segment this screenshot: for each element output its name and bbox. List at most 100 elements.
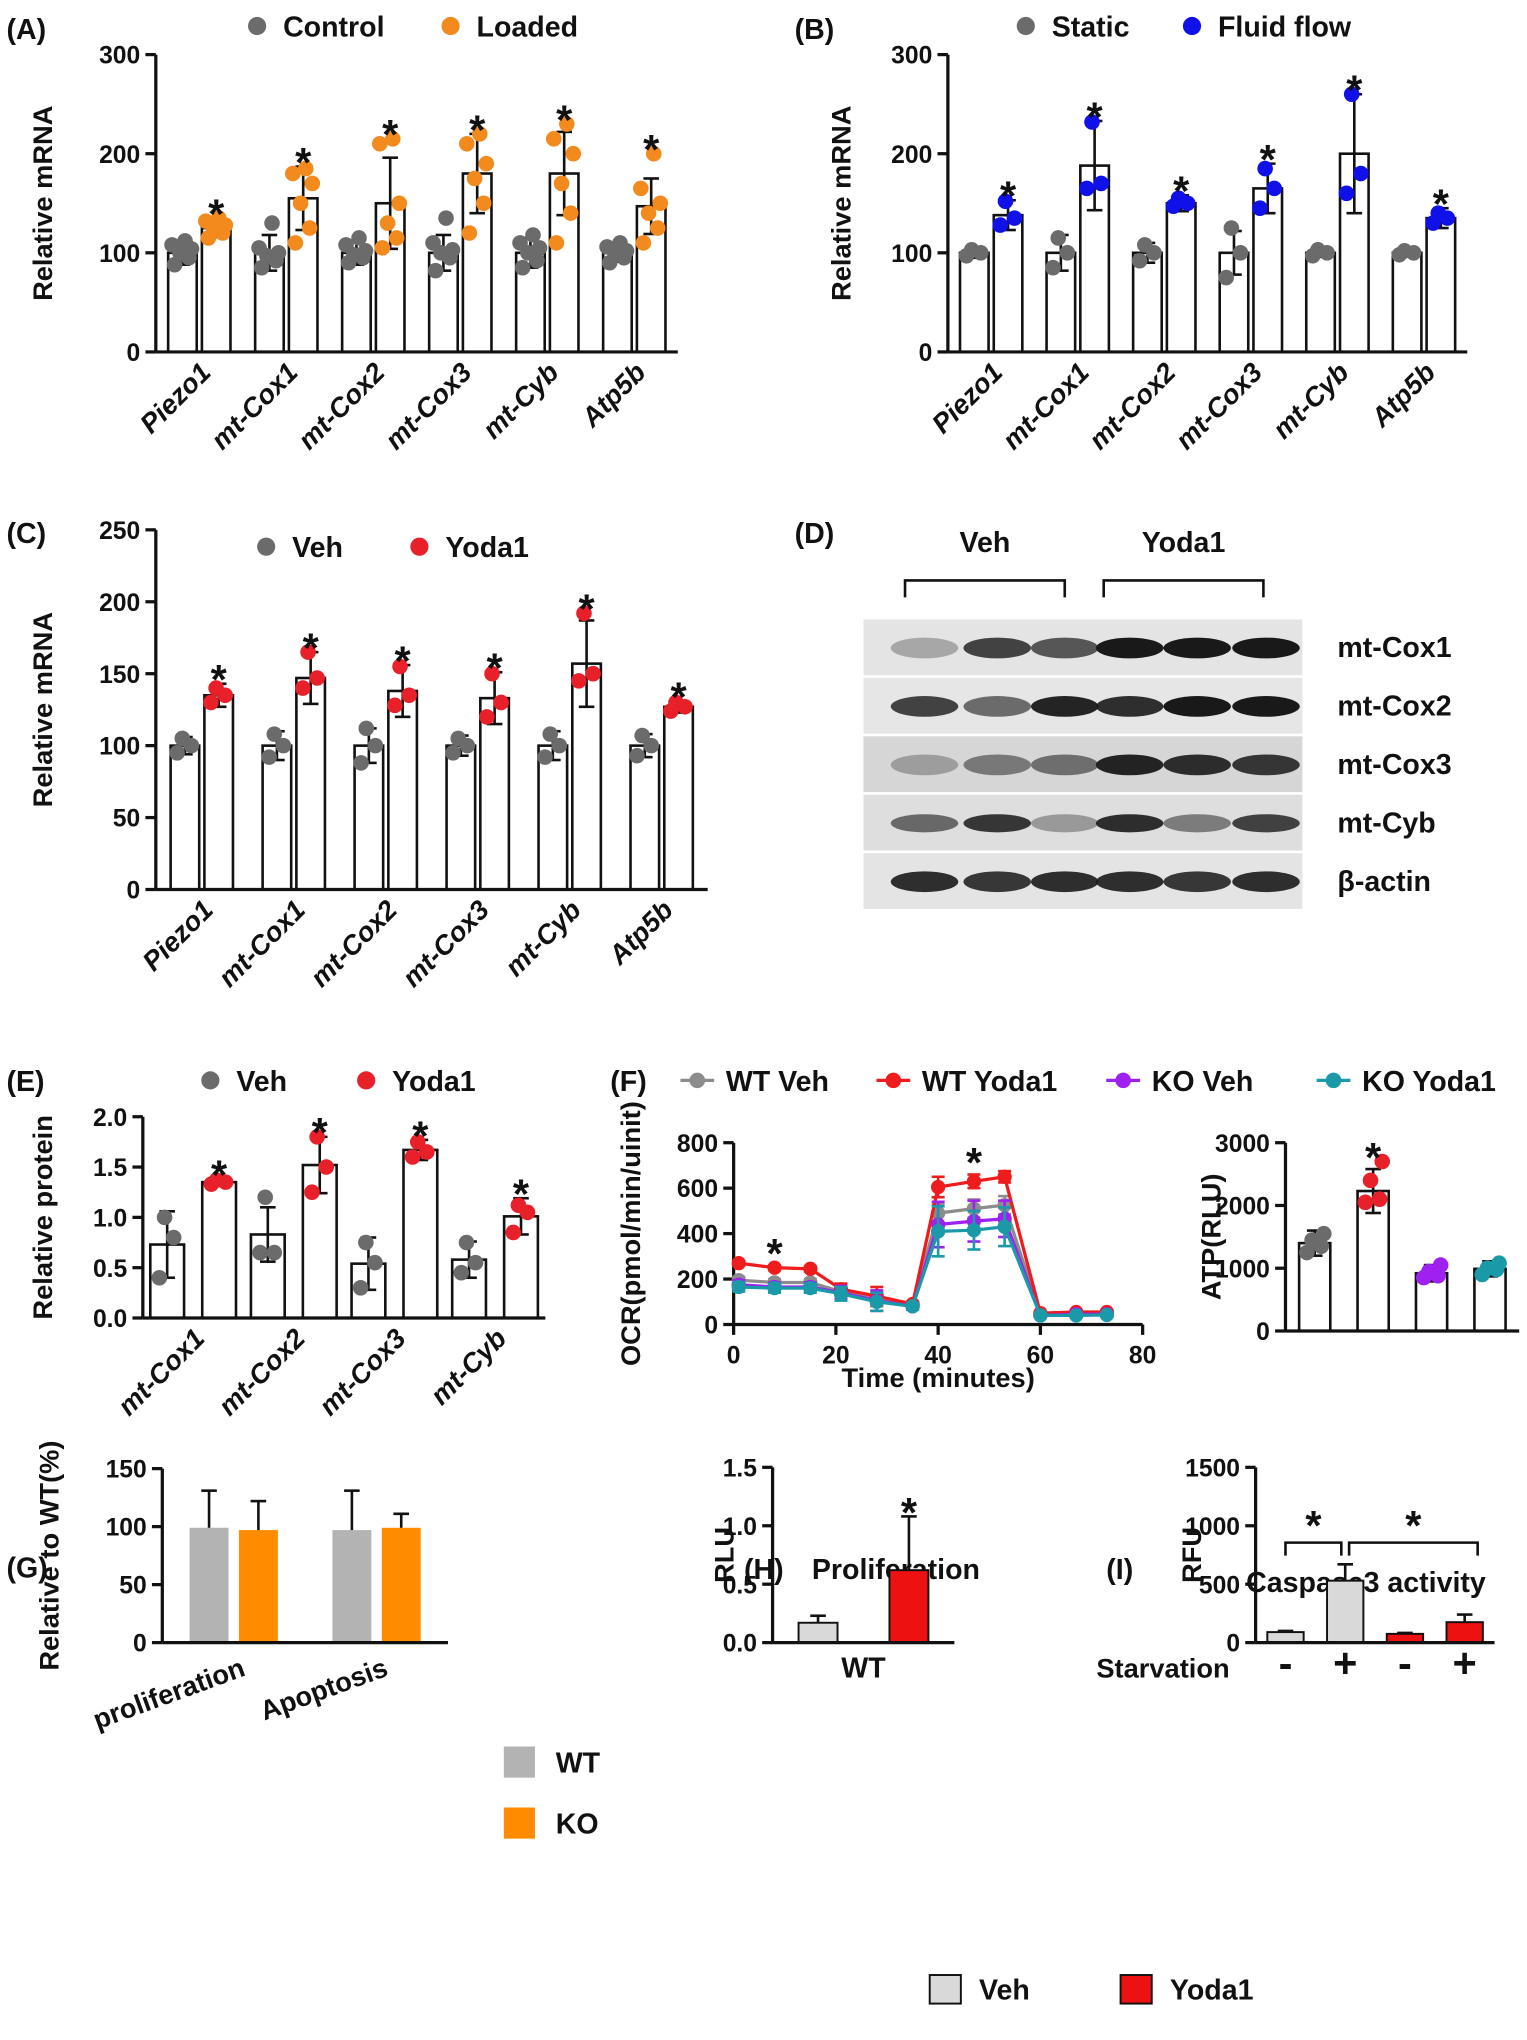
blot-band	[1095, 754, 1164, 776]
blot-band	[1232, 637, 1300, 659]
bar	[238, 1530, 278, 1643]
data-point	[585, 665, 601, 682]
y-tick-label: 50	[119, 1573, 146, 1600]
data-point	[391, 195, 408, 212]
data-point	[833, 1286, 849, 1301]
significance-star: *	[1305, 1502, 1322, 1549]
data-point	[425, 235, 441, 251]
legend-marker	[201, 1071, 220, 1090]
blot-band	[890, 754, 959, 776]
legend-label: Veh	[236, 1066, 287, 1098]
bar	[992, 213, 1024, 354]
data-point	[542, 726, 559, 742]
data-point	[266, 726, 283, 742]
data-point	[531, 240, 548, 256]
blot-band	[890, 871, 959, 893]
legend-label: WT	[556, 1747, 601, 1779]
data-point	[353, 755, 369, 771]
data-point	[275, 737, 292, 754]
chart-title: Caspase3 activity	[1246, 1567, 1486, 1599]
data-point	[156, 1209, 173, 1226]
x-tick-label: WT	[841, 1653, 886, 1685]
data-point	[304, 175, 321, 192]
blot-band	[1232, 871, 1300, 893]
blot-group-label: Veh	[959, 527, 1010, 559]
data-point	[169, 745, 185, 761]
y-tick-label: 0.5	[93, 1256, 128, 1283]
data-point	[352, 1280, 369, 1296]
legend-marker	[1119, 1974, 1153, 2005]
significance-star: *	[513, 1171, 530, 1218]
data-point	[1059, 245, 1076, 261]
bar	[629, 744, 661, 891]
data-point	[1223, 220, 1240, 236]
significance-star: *	[966, 1139, 983, 1186]
data-point	[1299, 1244, 1315, 1261]
bar	[479, 696, 511, 891]
bracket	[1347, 1541, 1479, 1556]
legend-label: Veh	[979, 1975, 1030, 2007]
data-point	[668, 694, 684, 711]
data-point	[309, 670, 325, 686]
data-point	[295, 680, 311, 696]
data-point	[548, 235, 565, 251]
data-point	[404, 1149, 421, 1165]
data-point	[1430, 205, 1447, 221]
data-point	[358, 1234, 374, 1251]
data-point	[633, 180, 649, 197]
legend-label: WT Yoda1	[922, 1066, 1057, 1098]
significance-star: *	[901, 1489, 918, 1536]
y-tick-label: 200	[677, 1267, 718, 1294]
x-tick-label: 40	[924, 1342, 951, 1369]
panel-label: (E)	[6, 1066, 44, 1098]
data-point	[478, 155, 495, 172]
data-point	[551, 737, 568, 754]
panel-label: (H)	[744, 1554, 784, 1586]
legend-label: WT Veh	[726, 1066, 829, 1098]
data-point	[1079, 180, 1095, 197]
data-point	[1343, 86, 1360, 103]
bar	[662, 705, 695, 891]
data-point	[374, 240, 391, 256]
significance-star: *	[1000, 173, 1017, 220]
data-point	[537, 749, 553, 765]
blot-band	[890, 696, 959, 717]
x-tick-label: 20	[822, 1342, 849, 1369]
data-point	[997, 193, 1014, 210]
blot-row-label: mt-Cox3	[1337, 749, 1451, 781]
panel-label: (A)	[6, 14, 46, 46]
data-point	[252, 1244, 268, 1261]
legend-marker	[248, 16, 267, 36]
data-point	[203, 694, 219, 711]
x-axis-label: Time (minutes)	[841, 1362, 1034, 1393]
y-axis-label: OCR(pmol/min/uinit)	[615, 1101, 646, 1366]
data-point	[931, 1224, 946, 1239]
y-axis-label: Relative to WT(%)	[33, 1441, 64, 1671]
blot-band	[963, 637, 1031, 659]
data-point	[151, 1269, 168, 1286]
legend-marker	[1016, 16, 1035, 36]
data-point	[208, 1172, 225, 1188]
panel-label: (I)	[1106, 1554, 1133, 1586]
blot-band	[890, 637, 959, 659]
bar	[1304, 251, 1337, 354]
significance-star: *	[1087, 93, 1104, 140]
legend-marker	[928, 1974, 962, 2005]
blot-band	[1095, 814, 1164, 833]
significance-star: *	[211, 1152, 228, 1199]
significance-star: *	[303, 625, 320, 672]
y-tick-label: 1.5	[93, 1155, 128, 1182]
blot-band	[1163, 696, 1231, 717]
data-point	[635, 235, 652, 251]
legend-label: Static	[1052, 11, 1130, 43]
data-point	[1218, 269, 1234, 286]
legend-marker	[885, 1072, 902, 1089]
data-point	[450, 730, 467, 747]
blot-band	[1030, 871, 1099, 893]
data-point	[558, 116, 575, 132]
data-point	[367, 737, 384, 754]
y-tick-label: 1.0	[723, 1514, 757, 1541]
data-point	[1396, 243, 1413, 259]
blot-band	[1232, 696, 1300, 717]
data-point	[1304, 1232, 1320, 1248]
